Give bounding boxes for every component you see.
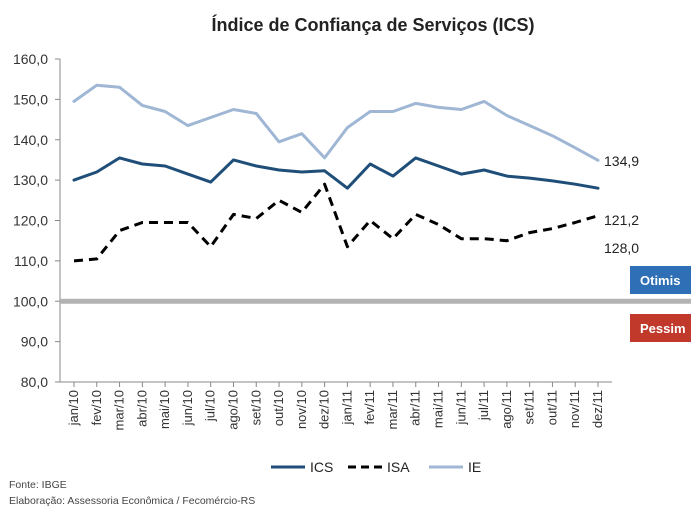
x-tick-label: mar/10 [112, 390, 127, 430]
sentiment-badge-label: Pessim [640, 321, 686, 336]
series-line-ie [72, 83, 600, 162]
x-tick-label: fev/10 [89, 390, 104, 425]
x-tick-label: jun/11 [453, 390, 468, 425]
end-value-label: 128,0 [604, 240, 639, 256]
sentiment-badge-bg [630, 266, 691, 294]
source-note: Fonte: IBGE [9, 479, 67, 491]
x-tick-label: set/10 [248, 390, 263, 425]
x-tick-label: mai/11 [431, 390, 446, 428]
y-tick-label: 140,0 [13, 132, 48, 148]
sentiment-badges: Otimis Pessim [630, 266, 691, 342]
x-axis: jan/10 fev/10 mar/10 abr/10 mai/10 jun/10 jul/… [60, 381, 612, 430]
x-tick-label: set/11 [522, 390, 537, 424]
x-tick-label: out/10 [271, 390, 286, 426]
y-axis: 80,0 90,0 100,0 110,0 120,0 130,0 140,0 150,0 16… [13, 51, 61, 390]
x-tick-label: abr/11 [408, 390, 423, 426]
x-tick-label: jan/11 [339, 390, 354, 425]
series-line-isa [73, 182, 599, 263]
y-tick-label: 120,0 [13, 213, 48, 229]
sentiment-badge-label: Otimis [640, 273, 680, 288]
legend-label-ie: IE [468, 459, 481, 475]
series-line-ics [72, 156, 600, 190]
x-tick-label: out/11 [544, 390, 559, 425]
y-tick-label: 100,0 [13, 293, 48, 309]
y-tick-label: 80,0 [21, 374, 48, 390]
sentiment-badge-bg [630, 314, 691, 342]
chart-title: Índice de Confiança de Serviços (ICS) [211, 14, 534, 35]
end-value-label: 134,9 [604, 153, 639, 169]
legend-label-isa: ISA [387, 459, 410, 475]
y-tick-label: 150,0 [13, 91, 48, 107]
x-tick-label: dez/11 [590, 390, 605, 428]
legend-label-ics: ICS [310, 459, 333, 475]
x-tick-label: jul/11 [476, 390, 491, 421]
legend: ICS ISA IE [271, 459, 481, 475]
y-tick-label: 160,0 [13, 51, 48, 67]
prepared-by-note: Elaboração: Assessoria Econômica / Fecom… [9, 495, 255, 507]
x-tick-label: jun/10 [180, 390, 195, 426]
x-tick-label: ago/10 [225, 390, 240, 430]
x-tick-label: jan/10 [66, 390, 81, 426]
x-tick-label: nov/11 [567, 390, 582, 428]
y-tick-label: 110,0 [14, 253, 48, 269]
x-tick-label: dez/10 [317, 390, 332, 429]
x-tick-label: mar/11 [385, 390, 400, 430]
x-tick-label: fev/11 [362, 390, 377, 424]
x-tick-label: mai/10 [157, 390, 172, 429]
x-tick-label: nov/10 [294, 390, 309, 429]
end-value-label: 121,2 [604, 212, 639, 228]
y-tick-label: 130,0 [13, 172, 48, 188]
series-lines [72, 83, 600, 263]
x-tick-label: abr/10 [134, 390, 149, 427]
end-labels: 134,9 128,0 121,2 [604, 153, 639, 256]
y-tick-label: 90,0 [21, 334, 48, 350]
x-tick-label: jul/10 [203, 390, 218, 422]
x-tick-label: ago/11 [499, 390, 514, 429]
